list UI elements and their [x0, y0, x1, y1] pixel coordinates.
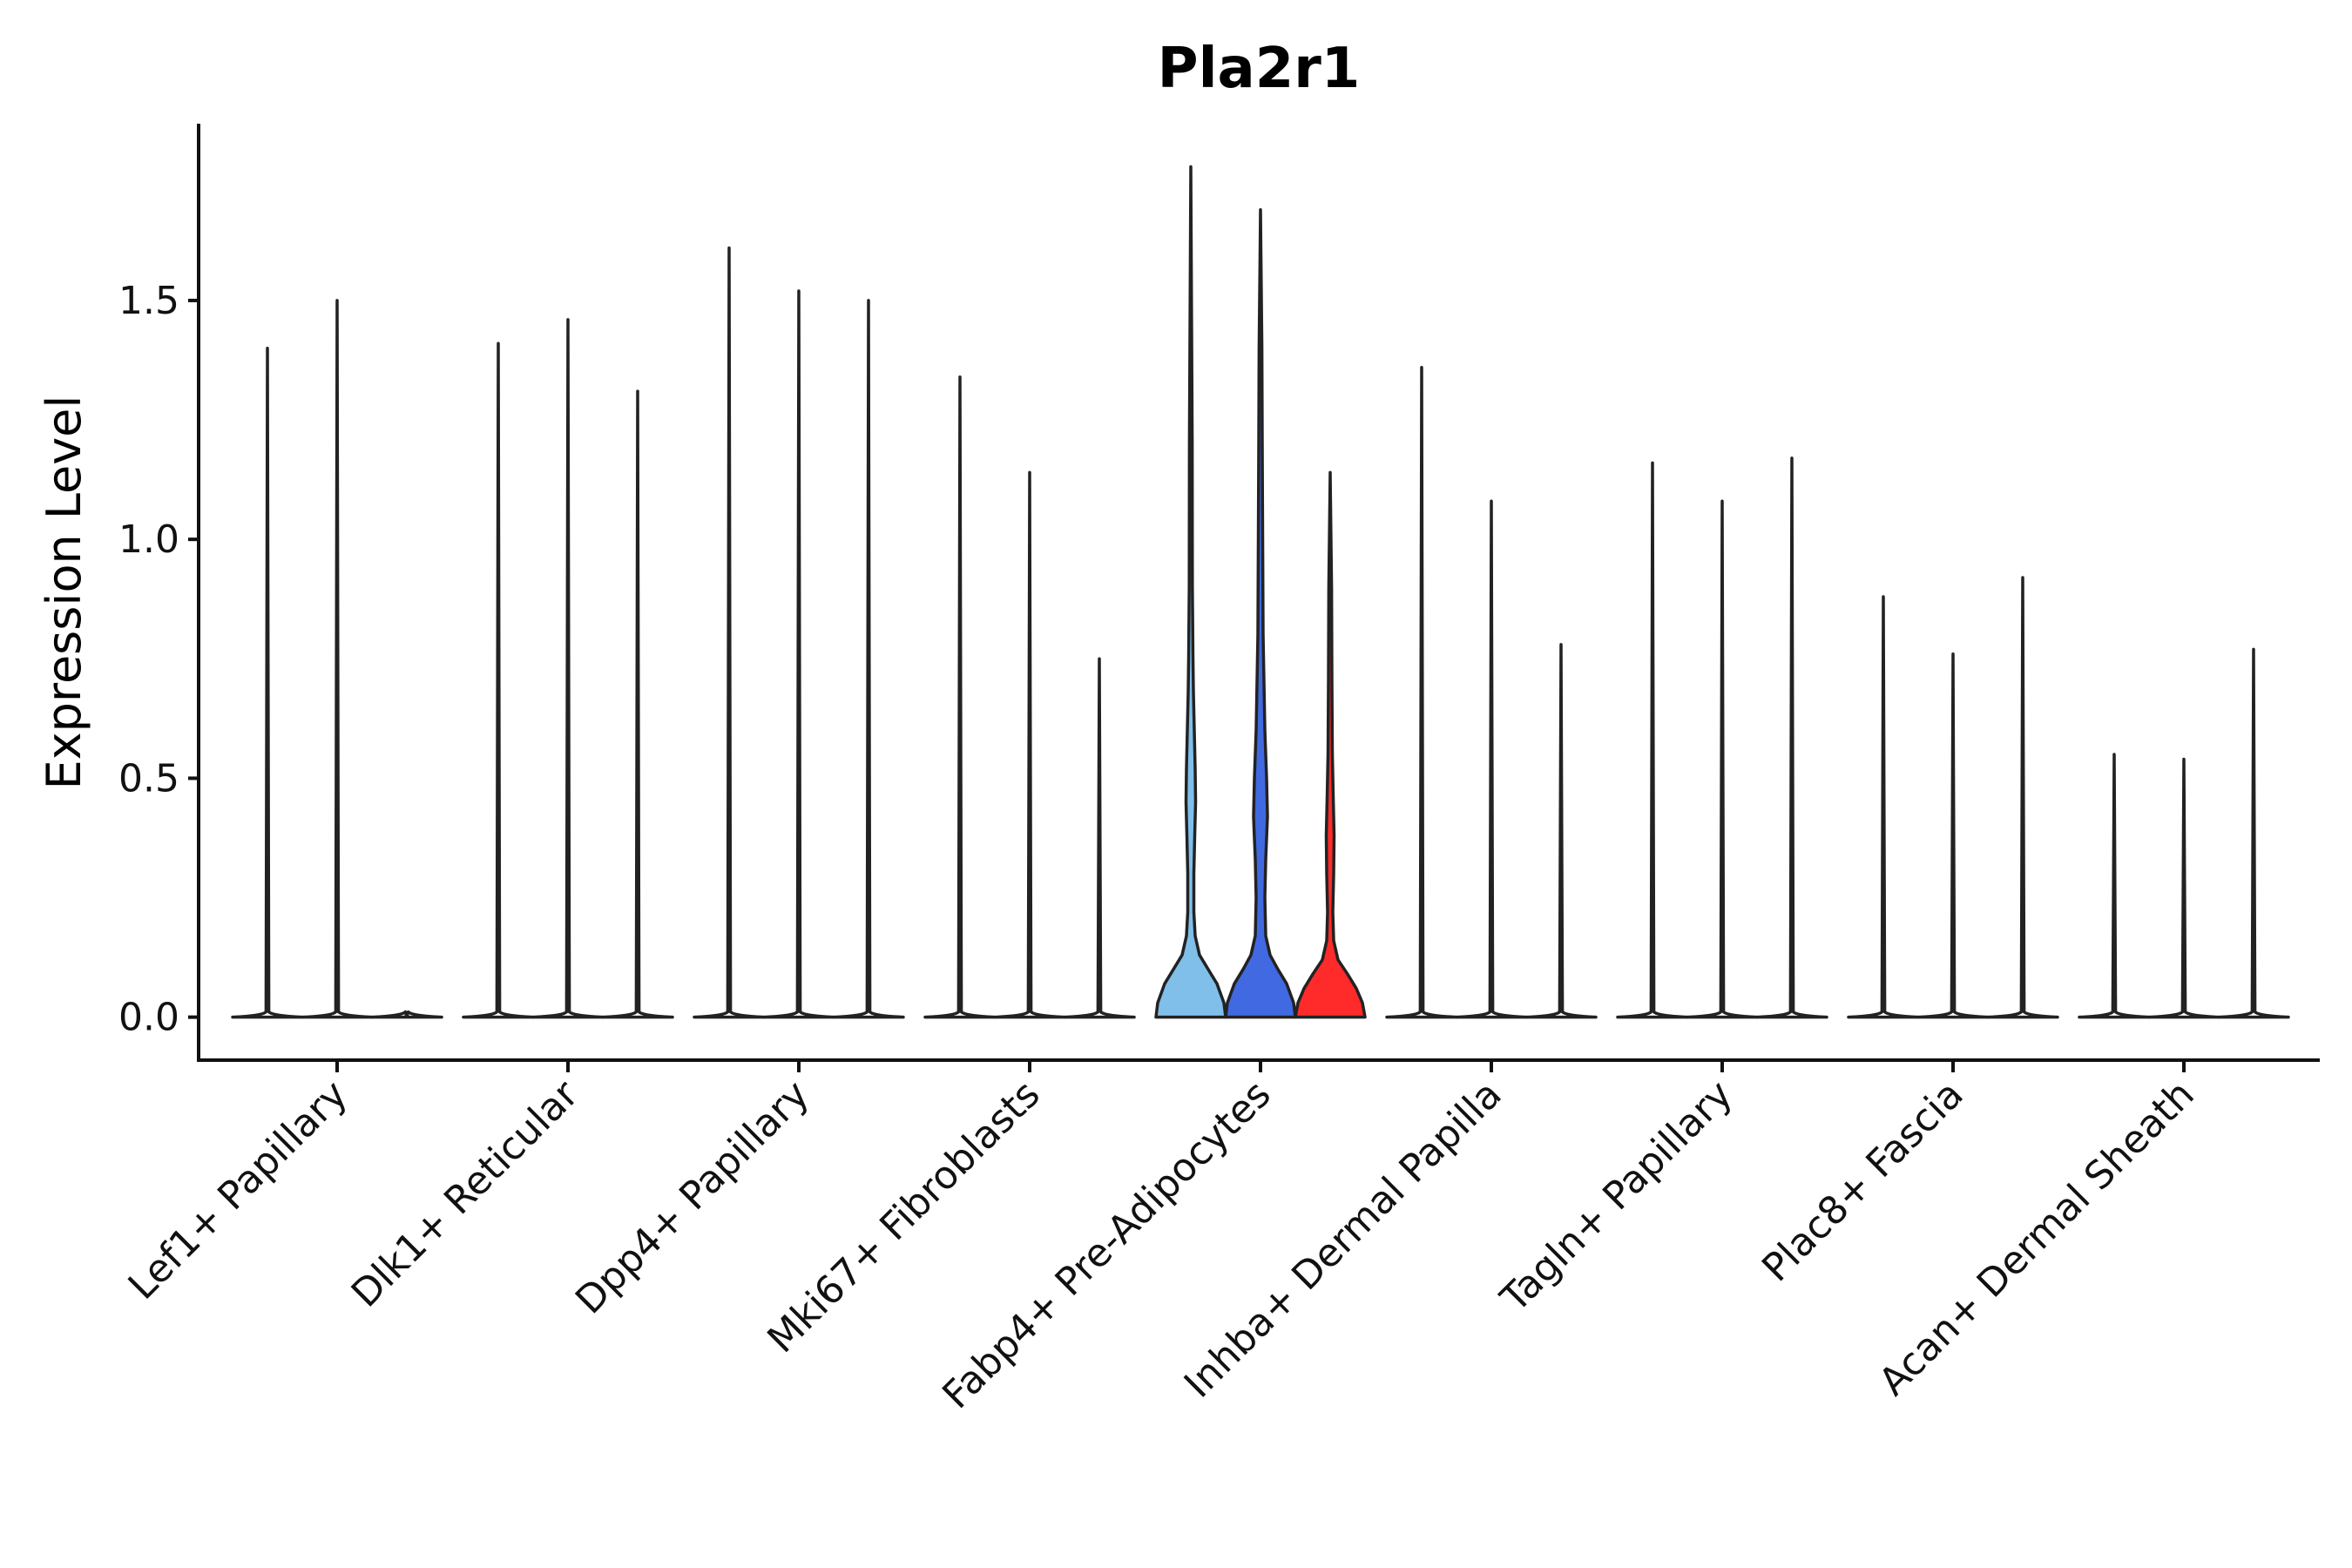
violin-5-2	[1224, 207, 1297, 1019]
x-tick-label: Lef1+ Papillary	[120, 1072, 356, 1308]
violin-9-2	[2147, 757, 2220, 1019]
y-tick-label: 1.5	[118, 279, 179, 323]
y-tick-label: 1.0	[118, 517, 179, 562]
x-tick-label: Plac8+ Fascia	[1754, 1072, 1972, 1291]
y-axis-label: Expression Level	[37, 395, 91, 790]
y-ticks-group: 0.0 0.5 1.0 1.5	[118, 279, 199, 1040]
violin-9-1	[2078, 753, 2151, 1019]
violin-4-2	[993, 470, 1066, 1019]
y-tick-label: 0.5	[118, 756, 179, 801]
violin-6-2	[1455, 499, 1528, 1019]
violin-8-2	[1916, 652, 1990, 1019]
violin-8-1	[1847, 595, 1920, 1019]
violin-8-3	[1986, 576, 2059, 1019]
violins-group	[231, 165, 2290, 1019]
violin-5-3	[1294, 470, 1367, 1019]
x-tick-label: Dlk1+ Reticular	[343, 1071, 588, 1316]
axis-lines	[197, 124, 2320, 1062]
violin-7-2	[1686, 499, 1759, 1019]
violin-7-3	[1755, 456, 1828, 1019]
violin-3-1	[693, 246, 766, 1019]
violin-5-1	[1154, 165, 1227, 1019]
violin-4-1	[923, 375, 997, 1019]
violin-1-2	[301, 299, 374, 1019]
y-tick-label: 0.0	[118, 996, 179, 1040]
violin-2-3	[601, 389, 674, 1019]
violin-1-1	[231, 347, 304, 1019]
violin-6-3	[1524, 643, 1598, 1019]
violin-2-1	[462, 341, 535, 1019]
violin-3-2	[762, 289, 835, 1019]
violin-1-3	[370, 1010, 443, 1019]
chart-title: Pla2r1	[1158, 37, 1361, 101]
x-tick-label: Dpp4+ Papillary	[567, 1072, 818, 1323]
violin-2-2	[531, 318, 605, 1019]
x-tick-label: Tagln+ Papillary	[1492, 1072, 1741, 1321]
violin-9-3	[2217, 647, 2290, 1019]
violin-7-1	[1616, 461, 1689, 1019]
violin-3-3	[832, 299, 905, 1019]
violin-4-3	[1063, 657, 1136, 1019]
violin-6-1	[1385, 365, 1458, 1019]
